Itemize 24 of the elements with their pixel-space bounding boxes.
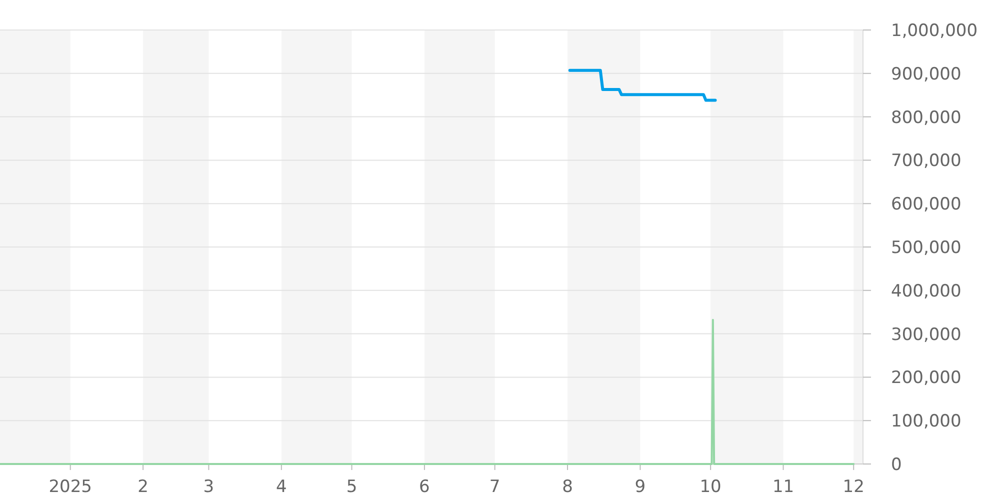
x-tick-label: 2025 bbox=[48, 477, 92, 497]
y-tick-label: 200,000 bbox=[891, 368, 962, 388]
line-series bbox=[568, 68, 717, 102]
y-tick-label: 600,000 bbox=[891, 194, 962, 215]
y-tick-label: 100,000 bbox=[891, 412, 962, 432]
x-tick-label: 3 bbox=[203, 477, 214, 497]
x-tick-label: 7 bbox=[489, 477, 500, 497]
y-tick-label: 1,000,000 bbox=[891, 20, 978, 41]
x-tick-label: 12 bbox=[842, 477, 864, 497]
x-tick-label: 4 bbox=[276, 477, 287, 497]
x-tick-label: 2 bbox=[138, 477, 148, 497]
y-tick-label: 300,000 bbox=[891, 324, 962, 345]
x-tick-label: 11 bbox=[772, 477, 794, 497]
y-tick-label: 800,000 bbox=[891, 108, 962, 128]
x-tick-label: 9 bbox=[634, 477, 646, 497]
y-tick-label: 900,000 bbox=[891, 64, 962, 84]
y-tick-label: 0 bbox=[891, 454, 902, 475]
y-tick-label: 700,000 bbox=[891, 151, 962, 172]
x-tick-label: 6 bbox=[419, 477, 430, 497]
x-tick-label: 5 bbox=[346, 477, 358, 497]
x-tick-label: 8 bbox=[562, 477, 573, 497]
x-tick-label: 10 bbox=[700, 477, 722, 497]
y-tick-label: 500,000 bbox=[891, 238, 962, 258]
y-tick-label: 400,000 bbox=[891, 281, 962, 302]
